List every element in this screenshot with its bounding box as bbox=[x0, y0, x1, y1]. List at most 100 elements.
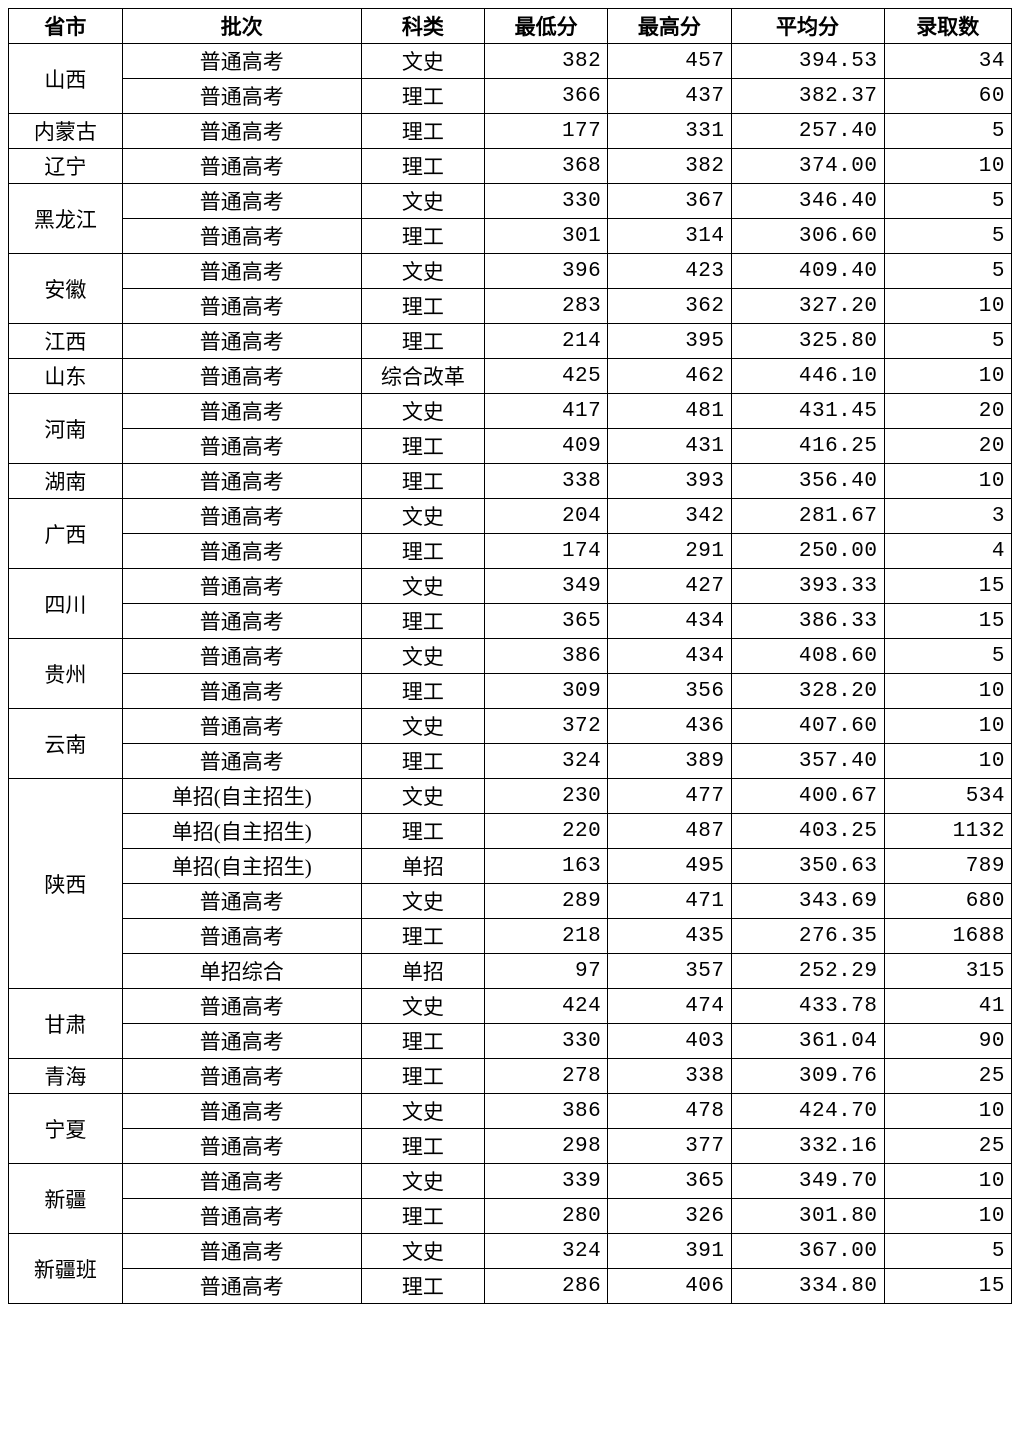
province-cell: 贵州 bbox=[9, 639, 123, 709]
table-row: 单招(自主招生)单招163495350.63789 bbox=[9, 849, 1012, 884]
province-cell: 黑龙江 bbox=[9, 184, 123, 254]
avg-score-cell: 346.40 bbox=[731, 184, 884, 219]
avg-score-cell: 252.29 bbox=[731, 954, 884, 989]
batch-cell: 普通高考 bbox=[122, 604, 361, 639]
count-cell: 60 bbox=[884, 79, 1012, 114]
avg-score-cell: 328.20 bbox=[731, 674, 884, 709]
table-row: 湖南普通高考理工338393356.4010 bbox=[9, 464, 1012, 499]
count-cell: 680 bbox=[884, 884, 1012, 919]
category-cell: 理工 bbox=[361, 1269, 484, 1304]
avg-score-cell: 431.45 bbox=[731, 394, 884, 429]
avg-score-cell: 250.00 bbox=[731, 534, 884, 569]
province-cell: 湖南 bbox=[9, 464, 123, 499]
table-row: 普通高考理工301314306.605 bbox=[9, 219, 1012, 254]
avg-score-cell: 409.40 bbox=[731, 254, 884, 289]
province-cell: 山东 bbox=[9, 359, 123, 394]
min-score-cell: 214 bbox=[485, 324, 608, 359]
batch-cell: 普通高考 bbox=[122, 149, 361, 184]
count-cell: 41 bbox=[884, 989, 1012, 1024]
max-score-cell: 367 bbox=[608, 184, 731, 219]
count-cell: 10 bbox=[884, 709, 1012, 744]
max-score-cell: 395 bbox=[608, 324, 731, 359]
count-cell: 4 bbox=[884, 534, 1012, 569]
max-score-cell: 389 bbox=[608, 744, 731, 779]
table-row: 四川普通高考文史349427393.3315 bbox=[9, 569, 1012, 604]
max-score-cell: 362 bbox=[608, 289, 731, 324]
max-score-cell: 487 bbox=[608, 814, 731, 849]
max-score-cell: 393 bbox=[608, 464, 731, 499]
province-cell: 四川 bbox=[9, 569, 123, 639]
category-cell: 理工 bbox=[361, 79, 484, 114]
min-score-cell: 339 bbox=[485, 1164, 608, 1199]
batch-cell: 普通高考 bbox=[122, 989, 361, 1024]
batch-cell: 普通高考 bbox=[122, 1269, 361, 1304]
category-cell: 文史 bbox=[361, 254, 484, 289]
category-cell: 文史 bbox=[361, 709, 484, 744]
min-score-cell: 163 bbox=[485, 849, 608, 884]
batch-cell: 普通高考 bbox=[122, 324, 361, 359]
category-cell: 理工 bbox=[361, 464, 484, 499]
category-cell: 文史 bbox=[361, 989, 484, 1024]
table-row: 普通高考理工174291250.004 bbox=[9, 534, 1012, 569]
batch-cell: 普通高考 bbox=[122, 674, 361, 709]
province-cell: 内蒙古 bbox=[9, 114, 123, 149]
province-cell: 安徽 bbox=[9, 254, 123, 324]
table-row: 宁夏普通高考文史386478424.7010 bbox=[9, 1094, 1012, 1129]
min-score-cell: 386 bbox=[485, 1094, 608, 1129]
avg-score-cell: 382.37 bbox=[731, 79, 884, 114]
batch-cell: 普通高考 bbox=[122, 289, 361, 324]
table-row: 江西普通高考理工214395325.805 bbox=[9, 324, 1012, 359]
min-score-cell: 278 bbox=[485, 1059, 608, 1094]
max-score-cell: 495 bbox=[608, 849, 731, 884]
table-row: 普通高考理工283362327.2010 bbox=[9, 289, 1012, 324]
category-cell: 综合改革 bbox=[361, 359, 484, 394]
table-row: 黑龙江普通高考文史330367346.405 bbox=[9, 184, 1012, 219]
min-score-cell: 289 bbox=[485, 884, 608, 919]
batch-cell: 普通高考 bbox=[122, 114, 361, 149]
min-score-cell: 366 bbox=[485, 79, 608, 114]
max-score-cell: 356 bbox=[608, 674, 731, 709]
min-score-cell: 330 bbox=[485, 1024, 608, 1059]
count-cell: 534 bbox=[884, 779, 1012, 814]
count-cell: 10 bbox=[884, 1164, 1012, 1199]
category-cell: 文史 bbox=[361, 394, 484, 429]
min-score-cell: 283 bbox=[485, 289, 608, 324]
min-score-cell: 417 bbox=[485, 394, 608, 429]
table-row: 普通高考理工409431416.2520 bbox=[9, 429, 1012, 464]
table-row: 新疆普通高考文史339365349.7010 bbox=[9, 1164, 1012, 1199]
min-score-cell: 324 bbox=[485, 1234, 608, 1269]
province-cell: 江西 bbox=[9, 324, 123, 359]
min-score-cell: 396 bbox=[485, 254, 608, 289]
category-cell: 理工 bbox=[361, 1129, 484, 1164]
avg-score-cell: 327.20 bbox=[731, 289, 884, 324]
max-score-cell: 436 bbox=[608, 709, 731, 744]
min-score-cell: 424 bbox=[485, 989, 608, 1024]
count-cell: 5 bbox=[884, 639, 1012, 674]
header-cell: 平均分 bbox=[731, 9, 884, 44]
max-score-cell: 435 bbox=[608, 919, 731, 954]
max-score-cell: 314 bbox=[608, 219, 731, 254]
category-cell: 单招 bbox=[361, 954, 484, 989]
header-cell: 科类 bbox=[361, 9, 484, 44]
category-cell: 文史 bbox=[361, 1164, 484, 1199]
table-row: 青海普通高考理工278338309.7625 bbox=[9, 1059, 1012, 1094]
batch-cell: 普通高考 bbox=[122, 254, 361, 289]
category-cell: 文史 bbox=[361, 499, 484, 534]
min-score-cell: 220 bbox=[485, 814, 608, 849]
table-row: 内蒙古普通高考理工177331257.405 bbox=[9, 114, 1012, 149]
max-score-cell: 478 bbox=[608, 1094, 731, 1129]
table-row: 甘肃普通高考文史424474433.7841 bbox=[9, 989, 1012, 1024]
max-score-cell: 357 bbox=[608, 954, 731, 989]
province-cell: 辽宁 bbox=[9, 149, 123, 184]
max-score-cell: 377 bbox=[608, 1129, 731, 1164]
province-cell: 河南 bbox=[9, 394, 123, 464]
admissions-table: 省市批次科类最低分最高分平均分录取数 山西普通高考文史382457394.533… bbox=[8, 8, 1012, 1304]
batch-cell: 普通高考 bbox=[122, 639, 361, 674]
count-cell: 5 bbox=[884, 254, 1012, 289]
count-cell: 25 bbox=[884, 1059, 1012, 1094]
avg-score-cell: 276.35 bbox=[731, 919, 884, 954]
max-score-cell: 427 bbox=[608, 569, 731, 604]
batch-cell: 普通高考 bbox=[122, 184, 361, 219]
batch-cell: 普通高考 bbox=[122, 1094, 361, 1129]
table-row: 普通高考理工330403361.0490 bbox=[9, 1024, 1012, 1059]
